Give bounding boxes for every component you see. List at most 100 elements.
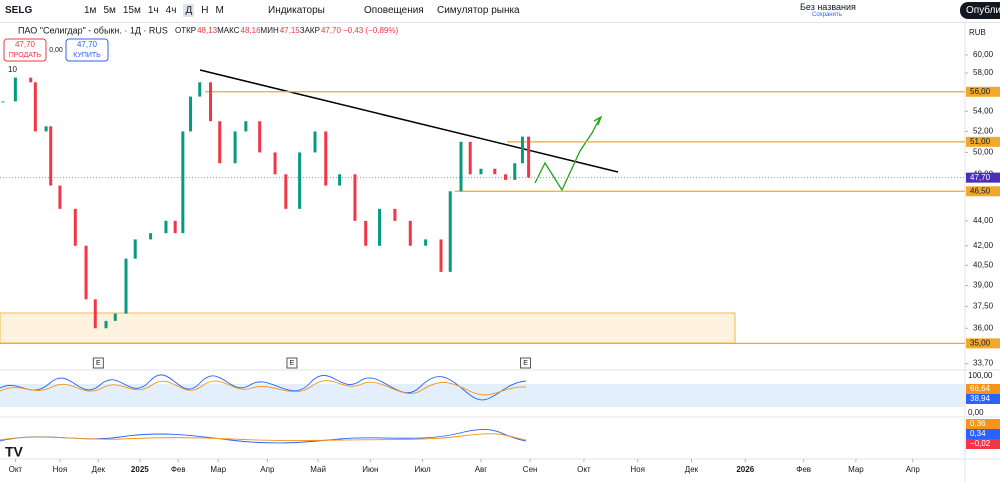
layout-save[interactable]: Сохранить [812,12,842,18]
earnings-marker [92,357,104,369]
macd-label: 0,36 [970,419,986,428]
signal-line [0,433,527,442]
chart: RUB ПАО "Селигдар" - обыкн. · 1Д · RUS 1… [0,23,1000,482]
candle [513,163,517,180]
stoch-k [0,374,527,401]
x-tick-label: Апр [260,465,275,474]
earnings-label: E [523,360,528,367]
interval[interactable]: 5м [103,5,116,16]
ohlc-value: 48,16 [241,26,262,35]
candle [424,239,428,246]
candle [313,131,317,153]
ohlc-value: 48,13 [197,26,218,35]
hist-box [966,439,1000,449]
ohlc-label: МИН [261,26,279,35]
ohlc-row: ОТКР48,13МАКС48,16МИН47,15ЗАКР47,70 −0,43… [175,26,398,35]
interval[interactable]: 4ч [165,5,177,16]
candle [258,121,262,153]
signal-box [966,429,1000,439]
candle [468,141,472,175]
interval[interactable]: 1ч [147,5,159,16]
y-tick-label: 40,50 [973,260,994,269]
interval[interactable]: Д [183,4,195,17]
interval[interactable]: 15м [122,5,141,16]
interval[interactable]: 1м [84,5,97,16]
candle [393,208,397,221]
stoch-top: 100,00 [968,371,993,380]
alerts-button[interactable]: Оповещения [364,5,424,16]
y-tick-label: 52,00 [973,127,994,136]
sell-price: 47,70 [15,40,36,49]
sell-button[interactable] [3,38,47,62]
candle [73,208,77,246]
level-label: 35,00 [970,338,991,347]
stoch-band [0,384,965,407]
ohlc-label: МАКС [217,26,240,35]
candle [273,152,277,175]
buy-price: 47,70 [77,40,98,49]
candle [353,174,357,221]
stoch-bottom: 0,00 [968,408,984,417]
level-label: 56,00 [970,87,991,96]
indicators-button[interactable]: Индикаторы [268,5,325,16]
candle [459,141,463,192]
logo: TV [5,444,24,460]
stoch-k-box [966,394,1000,404]
earnings-marker [520,357,532,369]
candle [44,126,48,132]
level-box [966,186,1000,197]
buy-button[interactable] [65,38,109,62]
interval[interactable]: Н [201,5,209,16]
x-tick-label: Июл [414,465,431,474]
candle [29,77,33,83]
replay-button[interactable]: Симулятор рынка [437,5,520,16]
x-tick-label: Ноя [53,465,68,474]
arrow-head [593,115,603,126]
y-tick-label: 42,00 [973,241,994,250]
candle [364,220,368,246]
candle [133,239,137,259]
candle [448,191,452,272]
candle [298,152,302,209]
x-tick-label: Окт [577,465,591,474]
symbol-search[interactable]: SELG [5,5,33,16]
x-tick-label: Окт [9,465,23,474]
x-tick-label: Сен [523,465,538,474]
candle [93,299,97,329]
buy-label: КУПИТЬ [73,52,101,59]
x-tick-label: Мар [210,465,226,474]
candle [527,136,531,178]
x-tick-label: Дек [685,465,699,474]
candle [209,82,213,122]
candle [244,121,248,132]
level-label: 51,00 [970,137,991,146]
x-tick-label: Апр [906,465,921,474]
candle [408,220,412,246]
candle [124,258,128,314]
candle [1,101,5,103]
candle [504,174,508,180]
ohlc-label: ЗАКР [300,26,320,35]
hist-label: −0,02 [970,439,991,448]
stoch-d [0,380,527,396]
publish-button[interactable]: Опубликовать [960,2,1000,19]
y-tick-label: 39,00 [973,281,994,290]
intervals: 1м 5м 15м 1ч 4ч Д Н М [84,4,231,17]
layout-name[interactable]: Без названия [800,2,856,12]
legend-title: ПАО "Селигдар" - обыкн. · 1Д · RUS [18,25,168,35]
x-tick-label: Фев [171,465,186,474]
earnings-label: E [290,360,295,367]
spread: 0,00 [49,47,63,54]
earnings-label: E [96,360,101,367]
y-tick-label: 36,00 [973,323,994,332]
interval[interactable]: М [215,5,224,16]
x-tick-label: Фев [796,465,811,474]
sell-label: ПРОДАТЬ [9,52,42,59]
trend-line [199,69,619,173]
zone [0,312,736,344]
macd-line [0,429,527,444]
currency: RUB [969,28,986,37]
toolbar: SELG 1м 5м 15м 1ч 4ч Д Н М Индикаторы Оповещени… [0,0,1000,23]
candle [173,220,177,234]
